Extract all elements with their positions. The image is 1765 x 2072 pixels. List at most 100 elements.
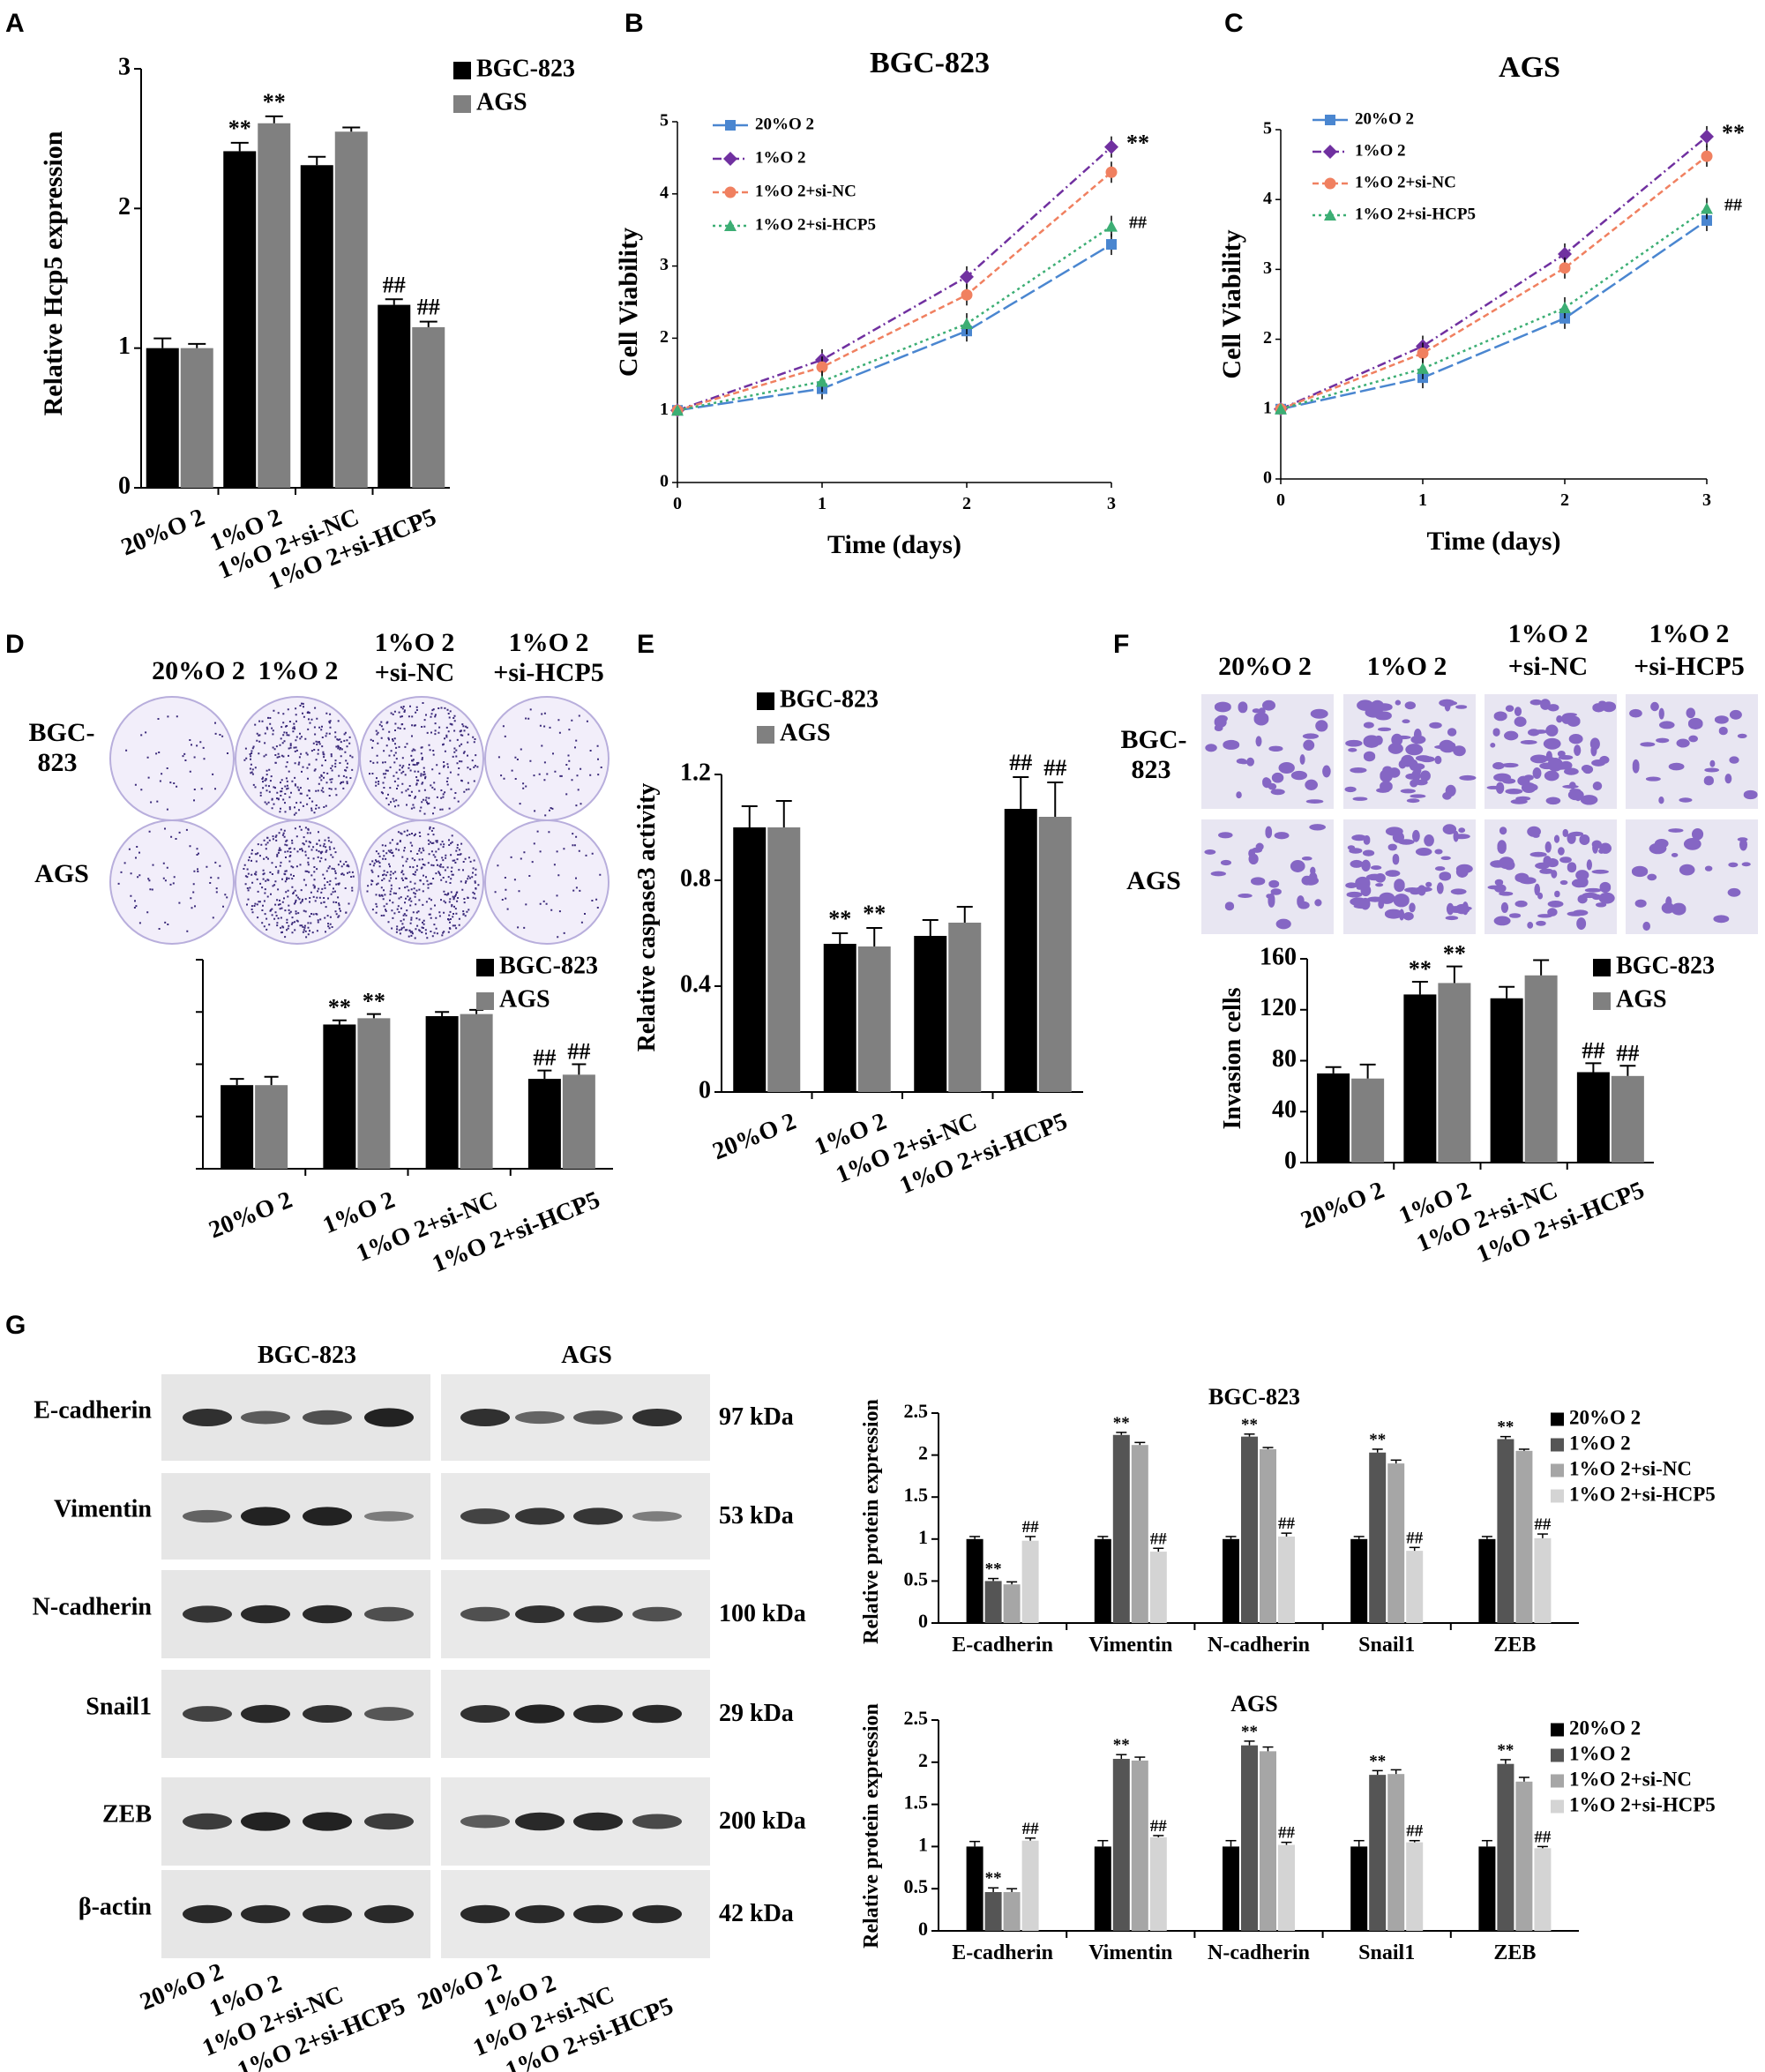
condition-header: +si-NC <box>375 658 454 687</box>
legend-marker <box>1325 115 1335 125</box>
bar <box>1369 1775 1387 1931</box>
legend-label: 1%O 2+si-HCP5 <box>755 215 876 234</box>
blot-band <box>183 1813 232 1830</box>
data-point <box>816 361 828 373</box>
legend-marker <box>1324 177 1336 190</box>
y-tick-label: 80 <box>1272 1045 1297 1073</box>
legend-label: 20%O 2 <box>1569 1717 1641 1739</box>
legend-label: 20%O 2 <box>1569 1406 1641 1428</box>
legend-marker <box>1323 145 1337 159</box>
bar <box>1278 1536 1295 1623</box>
legend-label: 1%O 2 <box>1569 1432 1631 1454</box>
y-tick-label: 0 <box>918 1918 928 1940</box>
data-point <box>1701 150 1713 162</box>
significance-mark: ** <box>1409 956 1432 982</box>
y-tick-label: 2 <box>660 327 669 347</box>
significance-mark: ** <box>1497 1418 1514 1437</box>
bar <box>300 165 333 488</box>
bar <box>1406 1551 1424 1623</box>
bar <box>1350 1538 1368 1623</box>
bar <box>767 827 801 1092</box>
bar <box>1611 1075 1644 1163</box>
data-point <box>1105 166 1118 178</box>
bar <box>966 1846 983 1931</box>
bar <box>1149 1552 1167 1623</box>
bar <box>460 1014 493 1169</box>
condition-header: 20%O 2 <box>152 656 245 685</box>
blot-band <box>460 1814 510 1829</box>
bar <box>966 1538 983 1623</box>
bar <box>1112 1434 1130 1623</box>
y-tick-label: 0.8 <box>680 864 711 892</box>
condition-header: 1%O 2 <box>1649 619 1730 648</box>
y-axis-title: Relative protein expression <box>860 1703 883 1949</box>
legend-marker <box>724 220 737 231</box>
significance-mark: ## <box>1724 195 1742 214</box>
significance-mark: ** <box>1241 1723 1258 1741</box>
kda-label: 100 kDa <box>719 1600 806 1627</box>
x-axis-title: Time (days) <box>827 530 961 559</box>
significance-mark: ## <box>1534 1828 1552 1846</box>
blot-band <box>460 1904 510 1924</box>
blot-band <box>241 1410 290 1425</box>
invasion-cells <box>1205 699 1331 804</box>
legend-label: 1%O 2+si-NC <box>1569 1768 1692 1790</box>
bar <box>1515 1450 1533 1623</box>
x-tick-label: 1 <box>1418 490 1427 510</box>
legend-swatch <box>1551 1489 1564 1503</box>
y-tick-label: 2 <box>1263 328 1272 348</box>
bar <box>412 326 445 488</box>
row-label: BGC- <box>29 718 95 747</box>
data-point <box>1559 262 1571 274</box>
legend-label: AGS <box>1616 985 1667 1013</box>
legend-label: BGC-823 <box>499 952 598 979</box>
bar <box>1278 1844 1295 1931</box>
y-tick-label: 40 <box>1272 1096 1297 1124</box>
y-tick-label: 2.5 <box>904 1707 929 1729</box>
chart-b: 0 1 2 3 20%O 2 1%O 2 1%O 2+si-NC 1%O 2+si-HCP5 *… <box>614 47 1149 559</box>
significance-mark: ** <box>985 1560 1002 1579</box>
y-tick-label: 1.5 <box>904 1791 929 1814</box>
significance-mark: ** <box>1369 1752 1386 1770</box>
bar <box>1515 1781 1533 1931</box>
significance-mark: ## <box>1278 1515 1296 1533</box>
legend-swatch <box>1551 1799 1564 1814</box>
blot-band <box>241 1507 290 1526</box>
legend-swatch <box>1551 1723 1564 1737</box>
x-tick-label: 3 <box>1702 490 1711 510</box>
significance-mark: ** <box>1443 941 1466 967</box>
blot-band <box>573 1704 623 1724</box>
bar <box>1478 1538 1496 1623</box>
protein-label: Vimentin <box>54 1495 152 1522</box>
condition-header: 1%O 2 <box>1508 619 1589 648</box>
y-tick-label: 1 <box>660 400 669 419</box>
blot-band <box>364 1707 414 1721</box>
blot-band <box>303 1904 352 1924</box>
data-point <box>1275 402 1287 415</box>
x-tick-label: 2 <box>1560 490 1569 510</box>
blot-band <box>241 1604 290 1624</box>
bar <box>357 1018 391 1169</box>
bar <box>378 304 411 488</box>
protein-label: ZEB <box>102 1800 152 1828</box>
colony-dish <box>484 819 610 945</box>
significance-mark: ## <box>1022 1820 1040 1838</box>
bar <box>1094 1846 1111 1931</box>
y-tick-label: 0.5 <box>904 1567 929 1590</box>
data-point <box>1106 239 1117 251</box>
bar <box>562 1074 595 1169</box>
legend-label: 20%O 2 <box>1355 109 1414 128</box>
chart-title: BGC-823 <box>870 47 990 79</box>
bar <box>1387 1463 1405 1623</box>
x-category-label: ZEB <box>1493 1941 1536 1964</box>
kda-label: 29 kDa <box>719 1700 794 1727</box>
x-category-label: 20%O 2 <box>206 1186 296 1245</box>
legend-swatch <box>757 692 774 710</box>
x-tick-label: 3 <box>1107 494 1116 513</box>
bar <box>527 1079 561 1169</box>
row-label: AGS <box>34 859 89 888</box>
bar <box>223 151 257 488</box>
significance-mark: ## <box>1129 213 1147 233</box>
significance-mark: ## <box>1278 1824 1296 1843</box>
y-axis-title: Invasion cells <box>1219 987 1246 1129</box>
